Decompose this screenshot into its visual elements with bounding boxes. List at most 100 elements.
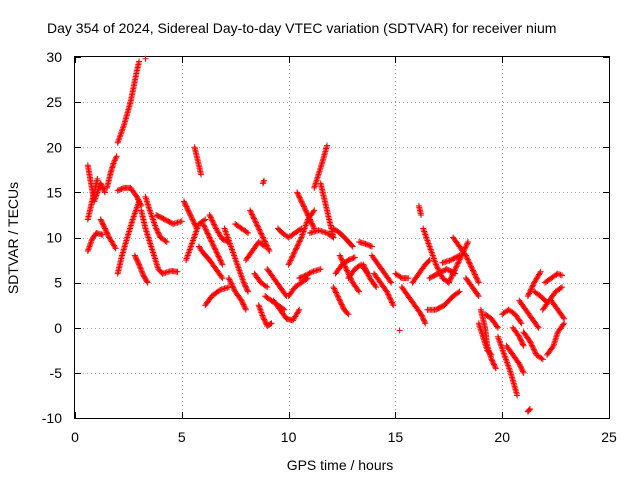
data-point: [198, 171, 205, 178]
series-s51: [398, 284, 429, 327]
data-point: [388, 299, 395, 306]
data-point: [207, 213, 214, 220]
data-point: [250, 215, 257, 222]
series-s33: [270, 297, 303, 324]
data-point: [226, 276, 233, 283]
data-point: [209, 218, 216, 225]
data-point: [88, 237, 95, 244]
data-point: [308, 219, 315, 226]
series-s56: [424, 288, 463, 313]
data-point: [257, 308, 264, 315]
data-point: [182, 202, 189, 209]
data-point: [526, 406, 533, 413]
data-point: [229, 283, 236, 290]
data-point: [520, 342, 527, 349]
data-point: [334, 292, 341, 299]
data-point: [295, 193, 302, 200]
data-point: [425, 258, 432, 265]
data-point: [360, 261, 367, 268]
data-point: [249, 212, 256, 219]
data-point: [136, 261, 143, 268]
data-point: [531, 347, 538, 354]
data-point: [188, 213, 195, 220]
data-point: [227, 277, 234, 284]
data-point: [561, 315, 568, 322]
data-point: [296, 194, 303, 201]
data-point: [216, 256, 223, 263]
data-point: [385, 291, 392, 298]
data-point: [242, 305, 249, 312]
data-point: [288, 254, 295, 261]
data-point: [526, 405, 533, 412]
data-point: [494, 323, 501, 330]
series-s48: [371, 270, 397, 309]
y-tick-label: 10: [46, 230, 62, 246]
data-point: [286, 260, 293, 267]
y-axis-label: SDTVAR / TECUs: [5, 182, 21, 294]
data-point: [247, 207, 254, 214]
data-point: [265, 246, 272, 253]
data-point: [528, 285, 535, 292]
data-point: [84, 248, 91, 255]
data-point: [349, 255, 356, 262]
data-point: [530, 345, 537, 352]
data-point: [490, 360, 497, 367]
data-point: [99, 231, 106, 238]
data-point: [524, 293, 531, 300]
data-point: [347, 255, 354, 262]
data-point: [534, 323, 541, 330]
data-point: [362, 265, 369, 272]
series-s7: [142, 55, 149, 62]
series-s24: [232, 220, 252, 236]
data-point: [261, 316, 268, 323]
data-point: [529, 343, 536, 350]
data-point: [241, 302, 248, 309]
data-point: [341, 262, 348, 269]
data-point: [342, 264, 349, 271]
data-point: [452, 264, 459, 271]
data-point: [492, 364, 499, 371]
data-point: [308, 220, 315, 227]
data-point: [336, 296, 343, 303]
data-point: [260, 178, 267, 185]
data-point: [467, 262, 474, 269]
data-point: [138, 266, 145, 273]
data-point: [208, 215, 215, 222]
data-point: [136, 199, 143, 206]
data-point: [242, 306, 249, 313]
data-point: [214, 252, 221, 259]
data-point: [247, 208, 254, 215]
data-point: [332, 288, 339, 295]
data-point: [218, 258, 225, 265]
data-point: [184, 206, 191, 213]
data-point: [307, 269, 314, 276]
data-point: [210, 220, 217, 227]
data-point: [186, 210, 193, 217]
data-point: [306, 216, 313, 223]
data-point: [218, 273, 225, 280]
data-point: [101, 188, 108, 195]
data-point: [432, 261, 439, 268]
data-point: [288, 256, 295, 263]
data-point: [132, 253, 139, 260]
data-point: [474, 276, 481, 283]
data-point: [113, 153, 120, 160]
data-point: [516, 362, 523, 369]
data-point: [291, 249, 298, 256]
data-point: [292, 246, 299, 253]
data-point: [519, 368, 526, 375]
data-point: [202, 225, 209, 232]
data-point: [420, 316, 427, 323]
x-tick-label: 10: [281, 429, 297, 445]
data-point: [560, 314, 567, 321]
y-tick-label: -10: [42, 410, 62, 426]
data-point: [451, 267, 458, 274]
data-point: [135, 260, 142, 267]
series-s27: [251, 270, 271, 291]
data-point: [262, 239, 269, 246]
data-point: [310, 224, 317, 231]
data-point: [104, 230, 111, 237]
data-point: [457, 253, 464, 260]
data-point: [517, 336, 524, 343]
data-point: [185, 208, 192, 215]
